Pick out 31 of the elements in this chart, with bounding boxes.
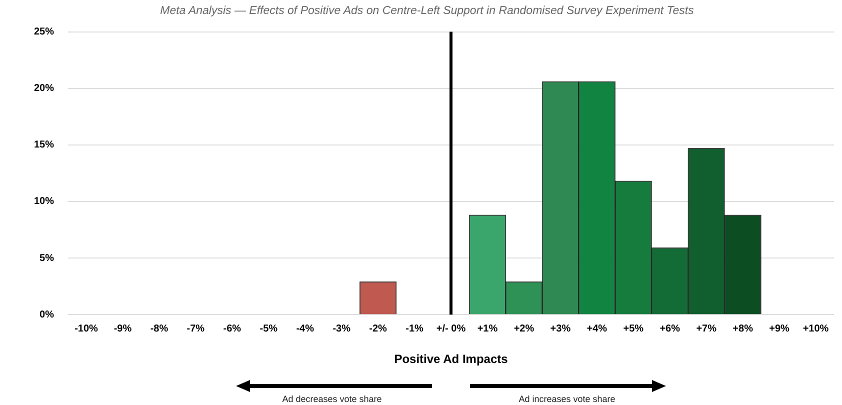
- y-tick-label: 20%: [34, 83, 54, 94]
- text: Ad decreases vote share: [282, 394, 382, 404]
- y-tick-label: 25%: [34, 26, 54, 38]
- x-tick-label: +3%: [550, 323, 571, 334]
- x-tick-label: +/- 0%: [436, 323, 466, 334]
- x-tick-label: +5%: [623, 323, 644, 334]
- x-tick-label: -6%: [223, 323, 242, 334]
- y-tick-label: 10%: [34, 196, 54, 208]
- x-tick-label: -10%: [74, 323, 98, 334]
- x-tick-label: +6%: [660, 323, 680, 334]
- x-tick-label: +2%: [514, 323, 534, 334]
- y-tick-label: 5%: [40, 252, 54, 264]
- x-tick-label: +1%: [477, 323, 498, 334]
- x-tick-label: -7%: [186, 323, 205, 334]
- x-tick-label: -2%: [369, 323, 388, 334]
- x-tick-label: +10%: [802, 323, 829, 334]
- x-axis-title: Positive Ad Impacts: [394, 352, 508, 366]
- x-tick-label: +9%: [769, 323, 790, 334]
- x-tick-label: -9%: [114, 323, 132, 334]
- y-tick-label: 15%: [34, 140, 54, 151]
- x-tick-label: -4%: [296, 323, 314, 334]
- x-tick-label: -5%: [260, 323, 278, 334]
- x-tick-label: +7%: [696, 323, 717, 334]
- x-tick-label: -1%: [406, 323, 424, 334]
- y-tick-label: 0%: [40, 309, 54, 320]
- chart-title: Meta Analysis — Effects of Positive Ads on Centre-Left Support in Randomised Survey Experiment Tests: [160, 5, 694, 18]
- x-tick-label: +8%: [732, 323, 754, 334]
- x-tick-label: -3%: [332, 323, 351, 334]
- x-tick-label: -8%: [150, 323, 168, 334]
- text: Ad increases vote share: [518, 394, 616, 404]
- x-tick-label: +4%: [586, 323, 608, 334]
